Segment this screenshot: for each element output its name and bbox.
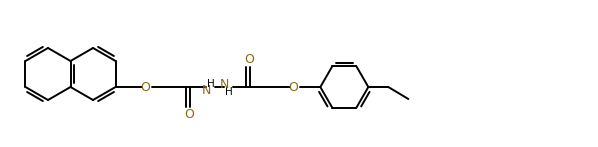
Text: O: O [289, 81, 298, 93]
Text: H: H [225, 87, 233, 97]
Text: H: H [207, 79, 215, 89]
Text: O: O [245, 52, 255, 66]
Text: N: N [220, 77, 229, 91]
Text: O: O [185, 108, 194, 122]
Text: N: N [202, 83, 211, 96]
Text: O: O [141, 81, 151, 93]
